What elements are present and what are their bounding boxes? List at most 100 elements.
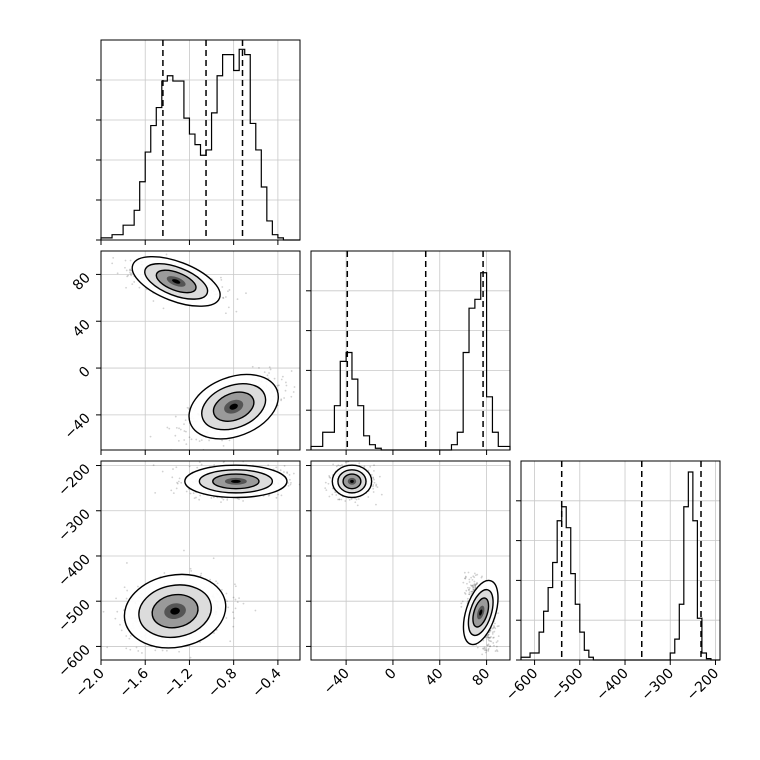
scatter-point — [327, 482, 330, 485]
scatter-point — [304, 483, 306, 485]
scatter-point — [328, 476, 331, 478]
scatter-point — [224, 296, 227, 298]
scatter-point — [98, 252, 100, 254]
scatter-point — [486, 644, 489, 647]
scatter-point — [476, 581, 478, 584]
scatter-point — [486, 644, 489, 647]
scatter-point — [335, 465, 338, 468]
histogram-panel-1 — [306, 250, 511, 455]
scatter-point — [465, 576, 467, 579]
scatter-point — [496, 640, 499, 642]
scatter-point — [168, 427, 171, 430]
scatter-point — [338, 498, 341, 501]
scatter-point — [213, 632, 215, 635]
scatter-point — [199, 494, 202, 497]
scatter-point — [209, 578, 212, 581]
scatter-point — [213, 464, 216, 466]
scatter-point — [183, 439, 186, 441]
scatter-point — [332, 463, 335, 466]
scatter-point — [280, 494, 283, 497]
scatter-point — [488, 636, 491, 639]
y-tick-label: −400 — [55, 551, 94, 590]
scatter-point — [195, 438, 198, 441]
scatter-points — [102, 461, 306, 667]
scatter-point — [116, 610, 119, 613]
scatter-point — [488, 637, 491, 639]
scatter-point — [484, 651, 487, 654]
scatter-point — [463, 577, 466, 580]
x-tick-label: 80 — [469, 666, 493, 690]
scatter-point — [370, 473, 373, 476]
x-tick-label: −400 — [593, 666, 632, 705]
scatter-point — [471, 590, 474, 593]
scatter-point — [178, 477, 181, 480]
scatter-point — [269, 368, 272, 371]
scatter-point — [337, 464, 340, 467]
scatter-point — [193, 497, 196, 500]
scatter-point — [131, 283, 134, 286]
scatter-point — [175, 426, 178, 429]
scatter-point — [178, 427, 180, 430]
scatter-point — [491, 627, 494, 630]
scatter-point — [357, 498, 360, 500]
scatter-point — [489, 645, 491, 648]
scatter-point — [185, 490, 188, 493]
scatter-point — [328, 474, 331, 477]
scatter-point — [372, 487, 375, 490]
scatter-point — [189, 492, 192, 495]
x-tick-label: 40 — [423, 666, 447, 690]
density-contour — [229, 403, 238, 410]
scatter-point — [486, 634, 489, 637]
scatter-point — [289, 478, 291, 481]
scatter-point — [470, 585, 473, 587]
scatter-point — [489, 645, 492, 647]
scatter-panel-2: −40 0 40 80 — [306, 460, 511, 698]
scatter-point — [138, 286, 141, 289]
scatter-point — [493, 626, 496, 629]
scatter-point — [472, 586, 474, 589]
scatter-point — [200, 463, 203, 466]
scatter-point — [277, 493, 280, 496]
scatter-point — [183, 549, 185, 552]
scatter-point — [301, 487, 303, 489]
scatter-point — [273, 377, 276, 380]
scatter-point — [129, 268, 132, 271]
scatter-point — [487, 650, 490, 652]
scatter-point — [341, 463, 343, 466]
scatter-point — [380, 493, 383, 496]
scatter-point — [489, 629, 492, 632]
scatter-point — [481, 575, 483, 578]
scatter-point — [372, 483, 375, 486]
scatter-point — [178, 650, 181, 653]
scatter-panel-1: −600−500−400−300−200−2.0 −1.6 −1.2 −0.8 −0.4 — [55, 460, 306, 701]
scatter-point — [468, 593, 470, 596]
scatter-point — [130, 274, 133, 277]
scatter-point — [236, 298, 239, 300]
scatter-point — [286, 472, 289, 475]
scatter-point — [116, 272, 119, 275]
scatter-point — [222, 461, 225, 464]
scatter-point — [287, 484, 290, 487]
scatter-point — [474, 574, 477, 577]
scatter-point — [461, 600, 464, 603]
scatter-point — [126, 275, 129, 278]
scatter-point — [234, 583, 236, 586]
scatter-point — [363, 465, 366, 468]
x-tick-label: −300 — [639, 666, 678, 705]
scatter-point — [149, 665, 151, 667]
scatter-point — [238, 498, 240, 501]
x-tick-label: −0.4 — [249, 665, 284, 700]
scatter-point — [487, 643, 490, 646]
scatter-points — [324, 461, 510, 660]
scatter-point — [334, 491, 337, 494]
scatter-point — [280, 398, 283, 401]
scatter-point — [467, 588, 470, 591]
scatter-point — [373, 464, 375, 467]
scatter-point — [174, 415, 177, 418]
x-tick-label: −500 — [548, 666, 587, 705]
scatter-point — [228, 439, 231, 442]
scatter-point — [154, 492, 157, 494]
scatter-point — [166, 426, 169, 429]
scatter-point — [473, 588, 475, 591]
